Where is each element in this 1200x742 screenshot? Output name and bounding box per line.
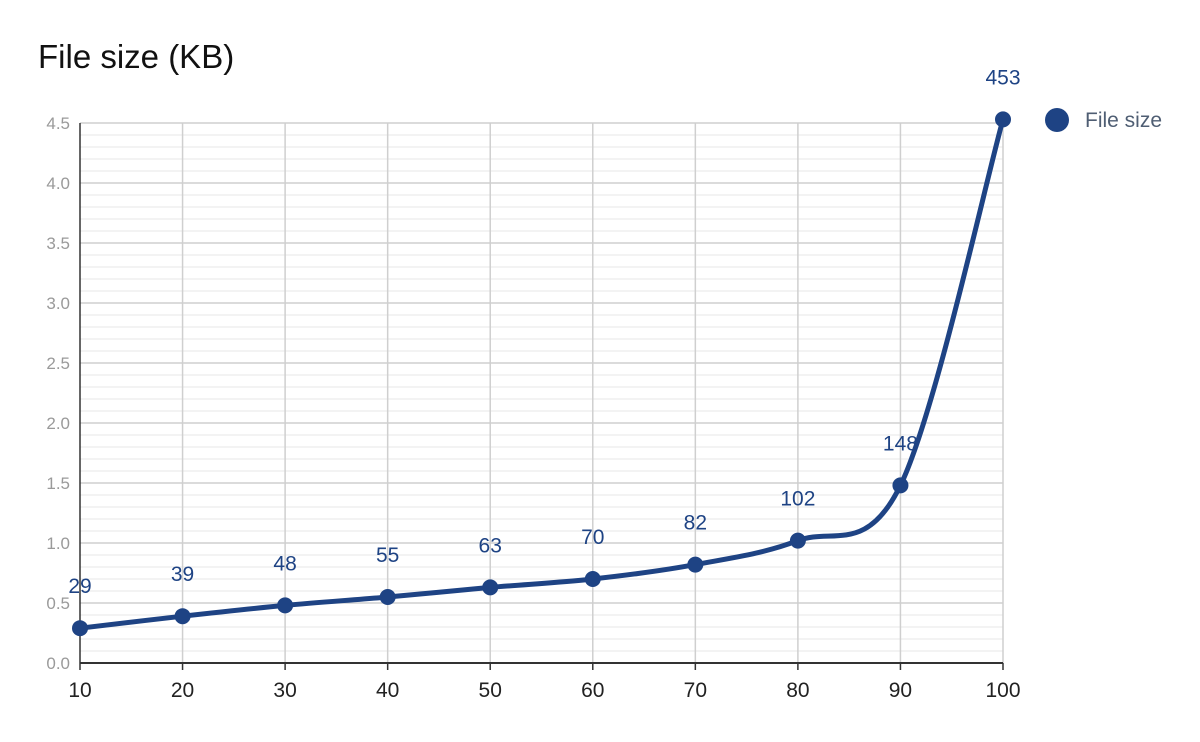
- data-label: 39: [171, 563, 194, 586]
- x-tick-label: 30: [273, 679, 296, 702]
- x-tick-label: 50: [479, 679, 502, 702]
- y-tick-label: 3.0: [46, 294, 70, 313]
- x-tick-label: 100: [985, 679, 1020, 702]
- data-label: 63: [479, 534, 502, 557]
- data-point: [72, 620, 88, 637]
- grid: [80, 122, 1004, 663]
- x-tick-label: 40: [376, 679, 399, 702]
- data-point: [995, 111, 1011, 128]
- x-tick-label: 90: [889, 679, 912, 702]
- legend-label: File size: [1085, 109, 1162, 132]
- legend-marker: [1045, 108, 1069, 132]
- axes: 0.0 0.5 1.0 1.5 2.0 2.5 3.0 3.5 4.0 4.5 10 20 30 40 50…: [46, 114, 1020, 702]
- data-point: [277, 597, 294, 614]
- data-point: [584, 571, 601, 587]
- data-point: [174, 608, 191, 625]
- legend: File size: [1045, 108, 1162, 132]
- data-label: 55: [376, 544, 399, 567]
- data-label: 102: [780, 488, 815, 511]
- series-line: [77, 116, 1006, 631]
- y-tick-label: 4.5: [46, 114, 70, 133]
- data-label: 70: [581, 526, 604, 549]
- x-tick-label: 70: [684, 679, 707, 702]
- y-tick-label: 4.0: [46, 174, 70, 193]
- x-tick-label: 20: [171, 679, 194, 702]
- chart-title: File size (KB): [38, 38, 235, 75]
- y-tick-label: 0.5: [46, 594, 70, 613]
- data-label: 29: [68, 575, 91, 598]
- data-point: [687, 556, 704, 573]
- data-point: [482, 579, 499, 596]
- y-tick-label: 2.5: [46, 354, 70, 373]
- data-labels: 29 39 48 55 63 70 82 102 148 453: [68, 66, 1020, 598]
- y-tick-label: 0.0: [46, 654, 70, 673]
- series-file-size: [72, 111, 1011, 637]
- y-tick-label: 2.0: [46, 414, 70, 433]
- x-tick-label: 10: [68, 679, 91, 702]
- data-point: [892, 477, 909, 494]
- x-tick-label: 60: [581, 679, 604, 702]
- data-label: 82: [684, 512, 707, 535]
- data-label: 48: [273, 552, 296, 575]
- x-tick-label: 80: [786, 679, 809, 702]
- data-label: 148: [883, 432, 918, 455]
- data-point: [789, 532, 806, 549]
- y-tick-label: 1.0: [46, 534, 70, 553]
- y-tick-label: 3.5: [46, 234, 70, 253]
- y-tick-label: 1.5: [46, 474, 70, 493]
- data-label: 453: [985, 66, 1020, 89]
- data-point: [379, 589, 396, 605]
